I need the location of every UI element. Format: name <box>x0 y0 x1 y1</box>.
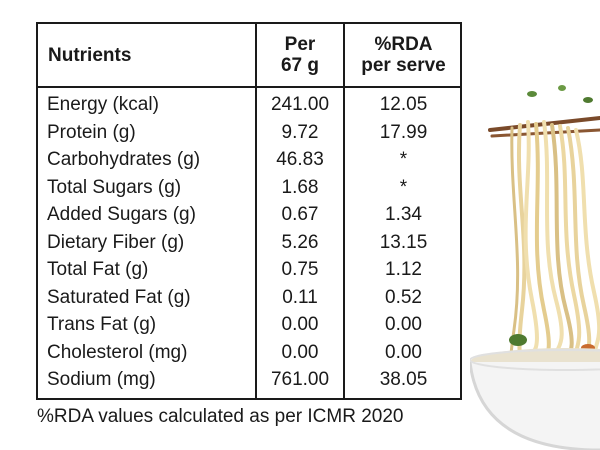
bowl-icon <box>470 348 600 450</box>
nutrient-rda: 12.05 <box>379 94 428 115</box>
nutrient-per-serving: 0.75 <box>281 259 319 280</box>
column-divider-1 <box>255 24 257 398</box>
nutrient-name: Added Sugars (g) <box>47 204 196 225</box>
nutrient-name: Protein (g) <box>47 121 136 143</box>
noodles-icon <box>508 120 600 374</box>
table-row: Trans Fat (g) 0.00 0.00 <box>38 311 460 339</box>
nutrient-name: Cholesterol (mg) <box>47 341 188 363</box>
nutrient-rda: 1.12 <box>385 259 422 280</box>
nutrient-per-serving: 0.00 <box>281 314 319 335</box>
header-divider <box>38 86 460 88</box>
nutrient-rda: 38.05 <box>379 369 428 390</box>
table-row: Energy (kcal) 241.00 12.05 <box>38 91 460 119</box>
nutrient-per-serving: 46.83 <box>276 149 324 170</box>
nutrient-name: Energy (kcal) <box>47 94 159 115</box>
table-row: Total Fat (g) 0.75 1.12 <box>38 256 460 284</box>
nutrient-name: Total Sugars (g) <box>47 176 182 198</box>
header-per-line1: Per <box>284 34 316 55</box>
nutrient-rda: 0.00 <box>385 341 422 363</box>
table-row: Protein (g) 9.72 17.99 <box>38 119 460 147</box>
nutrition-table: Nutrients Per 67 g %RDA per serve Energy… <box>36 22 462 400</box>
nutrient-name: Dietary Fiber (g) <box>47 231 185 253</box>
nutrient-per-serving: 761.00 <box>270 369 330 390</box>
garnish-icon <box>509 85 595 352</box>
header-per-serving: Per 67 g <box>257 24 343 86</box>
nutrient-per-serving: 9.72 <box>281 121 319 143</box>
nutrient-rows: Energy (kcal) 241.00 12.05 Protein (g) 9… <box>38 91 460 394</box>
table-row: Added Sugars (g) 0.67 1.34 <box>38 201 460 229</box>
nutrient-rda: * <box>399 176 408 198</box>
nutrient-per-serving: 0.11 <box>282 286 318 308</box>
nutrient-rda: 17.99 <box>379 121 428 143</box>
nutrient-name: Sodium (mg) <box>47 369 156 390</box>
nutrient-rda: * <box>399 149 408 170</box>
nutrient-per-serving: 5.26 <box>281 231 319 253</box>
nutrient-per-serving: 0.67 <box>281 204 319 225</box>
header-nutrients: Nutrients <box>48 24 248 86</box>
nutrient-name: Carbohydrates (g) <box>47 149 201 170</box>
nutrient-name: Trans Fat (g) <box>47 314 157 335</box>
nutrient-rda: 1.34 <box>385 204 422 225</box>
table-row: Dietary Fiber (g) 5.26 13.15 <box>38 229 460 257</box>
nutrient-rda: 0.00 <box>385 314 422 335</box>
header-rda: %RDA per serve <box>345 24 462 86</box>
nutrient-rda: 0.52 <box>385 286 422 308</box>
column-divider-2 <box>343 24 345 398</box>
nutrient-rda: 13.15 <box>379 231 428 253</box>
table-row: Carbohydrates (g) 46.83 * <box>38 146 460 174</box>
nutrient-per-serving: 1.68 <box>281 176 319 198</box>
nutrient-per-serving: 241.00 <box>270 94 330 115</box>
nutrient-name: Saturated Fat (g) <box>47 286 191 308</box>
table-row: Cholesterol (mg) 0.00 0.00 <box>38 339 460 367</box>
header-per-line2: 67 g <box>280 55 320 76</box>
noodle-bowl-icon <box>470 85 600 450</box>
table-row: Sodium (mg) 761.00 38.05 <box>38 366 460 394</box>
nutrient-name: Total Fat (g) <box>47 259 149 280</box>
table-row: Saturated Fat (g) 0.11 0.52 <box>38 284 460 312</box>
nutrient-per-serving: 0.00 <box>281 341 319 363</box>
header-nutrients-label: Nutrients <box>48 44 132 66</box>
header-rda-line2: per serve <box>361 55 446 76</box>
header-rda-line1: %RDA <box>374 34 433 55</box>
rda-footnote: %RDA values calculated as per ICMR 2020 <box>37 406 404 427</box>
table-row: Total Sugars (g) 1.68 * <box>38 174 460 202</box>
